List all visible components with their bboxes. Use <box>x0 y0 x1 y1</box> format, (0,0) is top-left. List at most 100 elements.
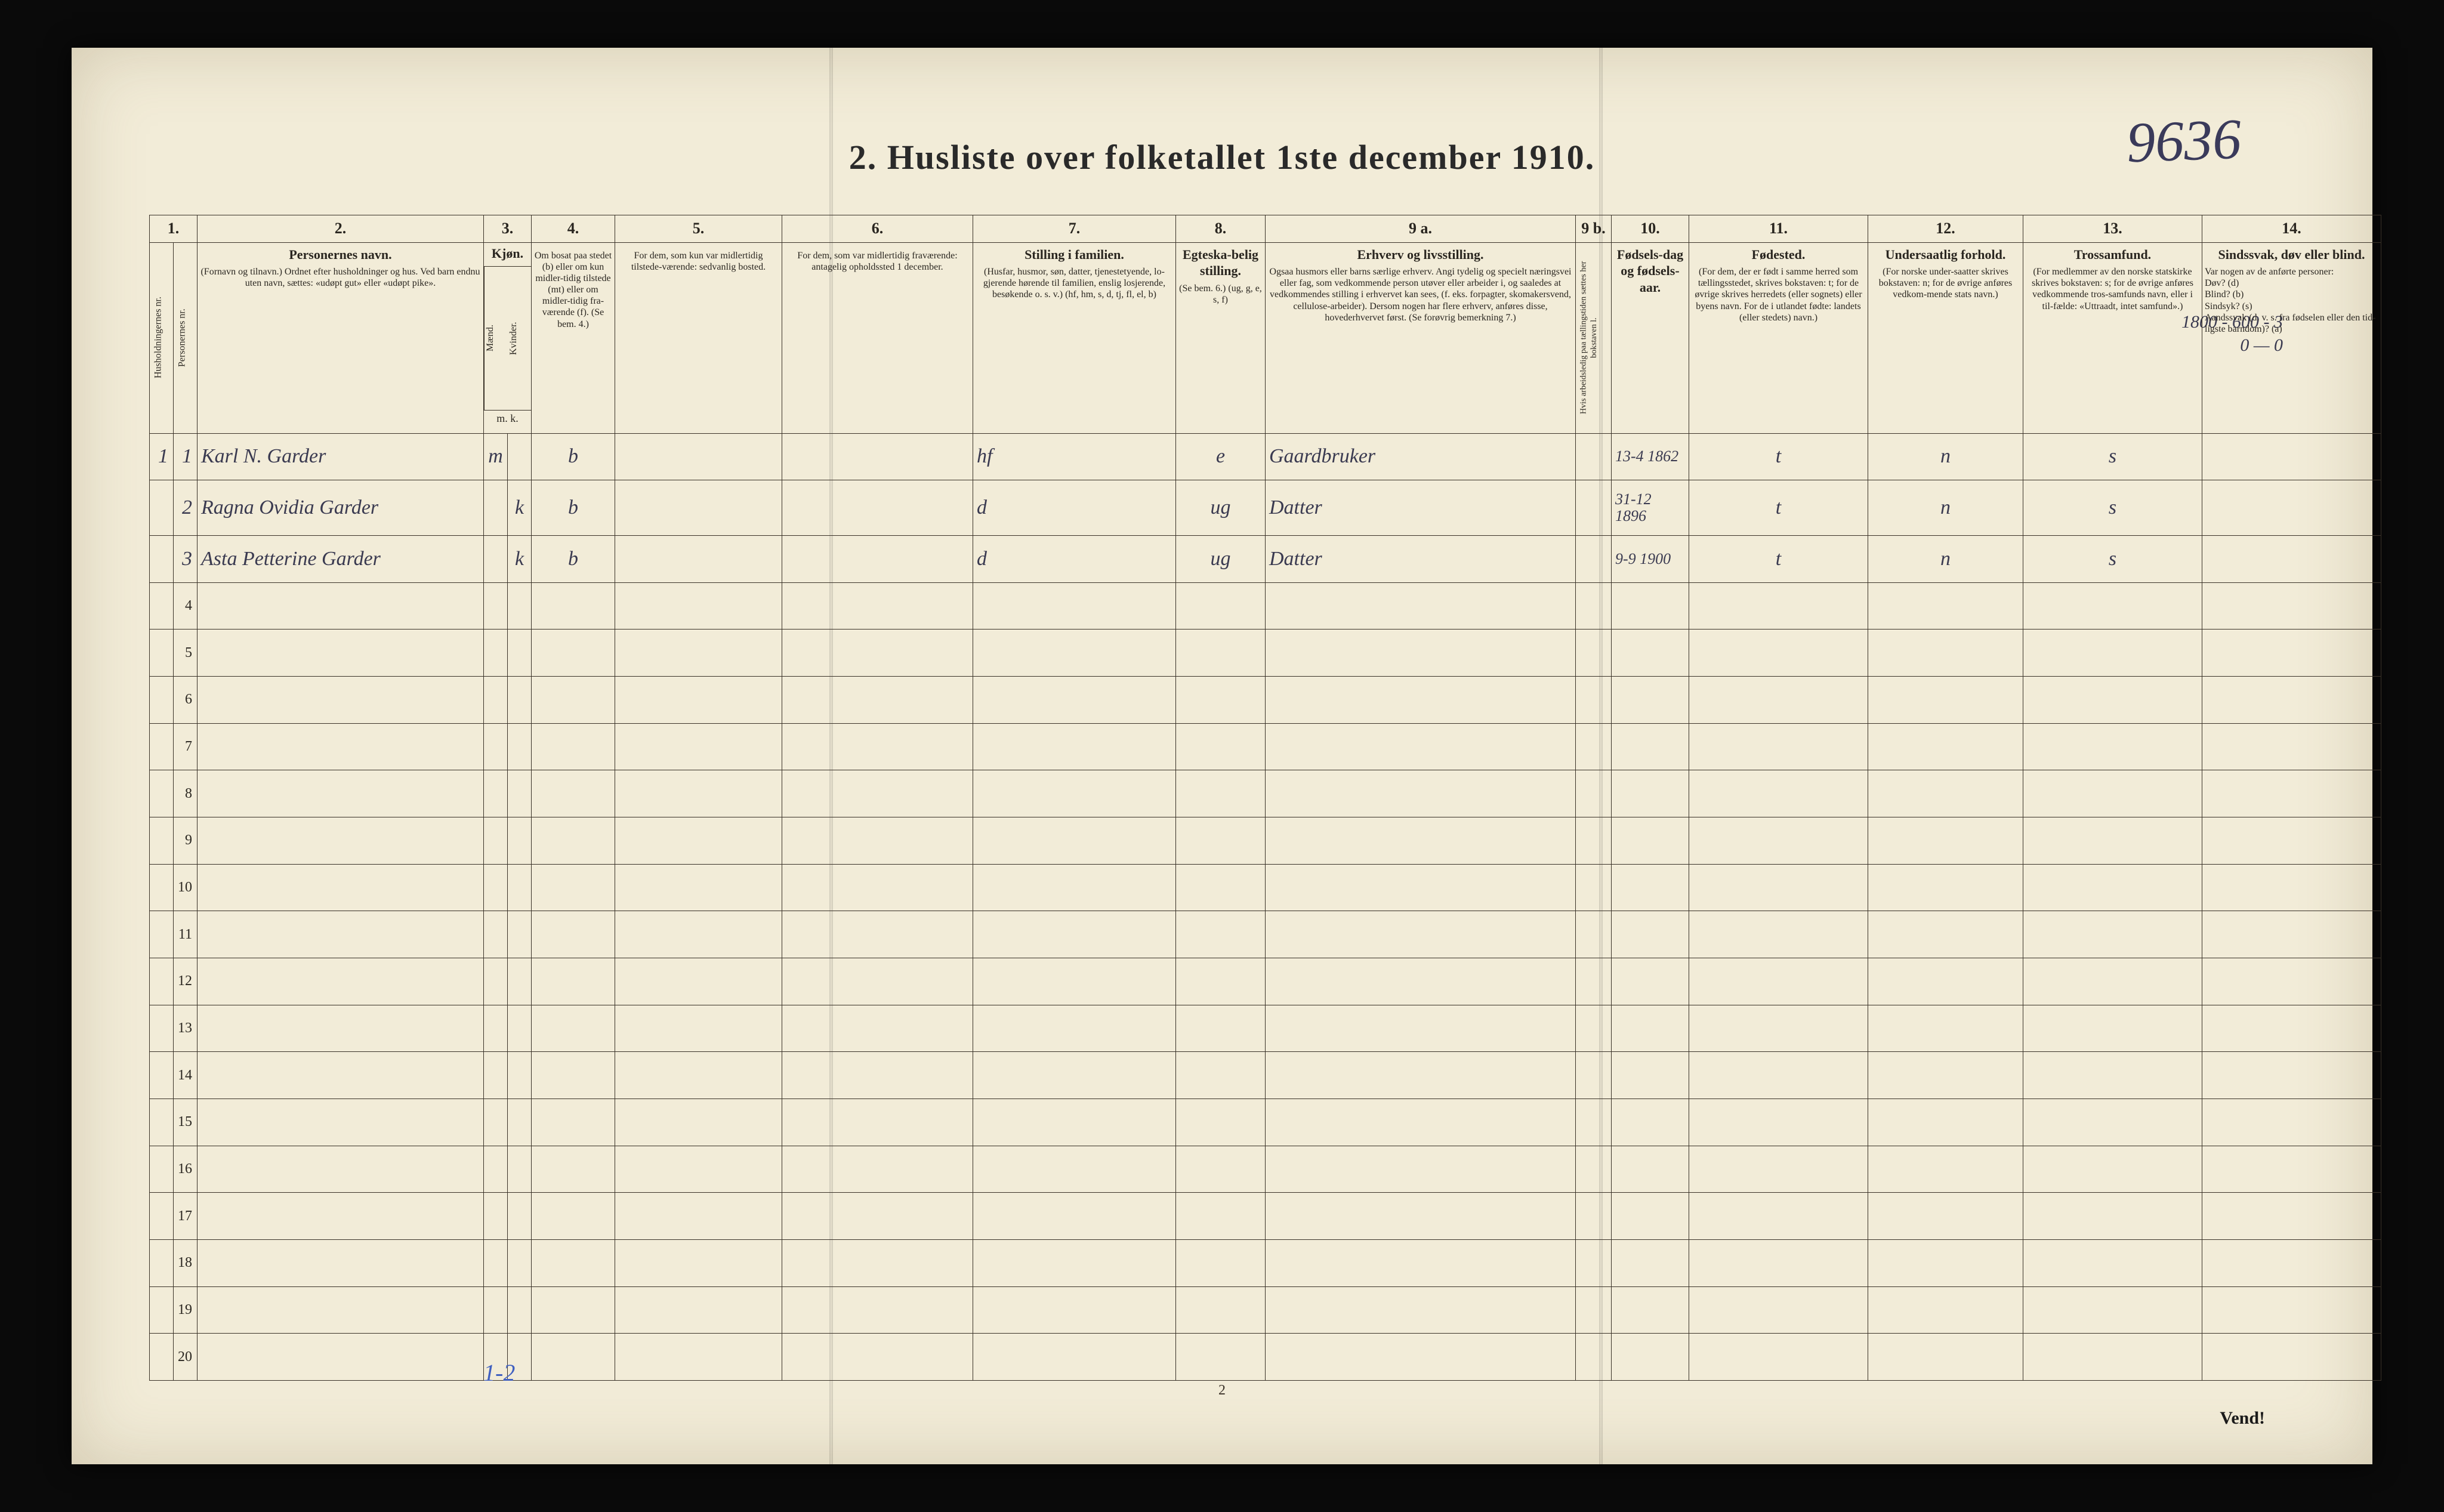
table-row: 2Ragna Ovidia GarderkbdugDatter31-12 189… <box>150 480 2381 536</box>
cell-fsted: t <box>1689 480 1868 536</box>
cell-empty <box>1689 582 1868 630</box>
cell-empty <box>782 1239 973 1286</box>
col-num: 9 a. <box>1266 215 1576 243</box>
cell-empty <box>973 630 1176 677</box>
col-header-household-nr: Husholdningernes nr. <box>150 242 174 433</box>
cell-empty <box>484 1193 508 1240</box>
cell-empty <box>198 582 484 630</box>
col-num: 8. <box>1176 215 1266 243</box>
cell-empty <box>198 1005 484 1052</box>
cell-empty <box>1612 1334 1689 1381</box>
cell-egt: e <box>1176 433 1266 480</box>
cell-empty <box>1266 1334 1576 1381</box>
table-row: 7 <box>150 723 2381 770</box>
cell-empty <box>782 1286 973 1334</box>
table-row: 19 <box>150 1286 2381 1334</box>
cell-empty <box>1266 1005 1576 1052</box>
cell-empty: 6 <box>174 677 198 724</box>
cell-empty <box>2202 911 2381 958</box>
cell-empty <box>508 1193 532 1240</box>
col-header-unemployed: Hvis arbeidsledig paa tællingstiden sætt… <box>1576 242 1612 433</box>
cell-empty <box>1266 817 1576 865</box>
cell-empty <box>484 1005 508 1052</box>
cell-erhv: Datter <box>1266 480 1576 536</box>
cell-empty <box>1612 817 1689 865</box>
cell-midl <box>615 536 782 583</box>
cell-empty <box>1689 864 1868 911</box>
cell-empty <box>973 1005 1176 1052</box>
table-row: 15 <box>150 1099 2381 1146</box>
cell-empty <box>150 958 174 1005</box>
cell-empty <box>973 864 1176 911</box>
col-num: 14. <box>2202 215 2381 243</box>
cell-empty <box>532 958 615 1005</box>
cell-empty: 15 <box>174 1099 198 1146</box>
cell-empty <box>150 630 174 677</box>
cell-empty <box>198 723 484 770</box>
cell-frav <box>782 536 973 583</box>
table-row: 16 <box>150 1146 2381 1193</box>
cell-empty <box>150 1193 174 1240</box>
cell-empty <box>1612 723 1689 770</box>
cell-empty <box>1689 1052 1868 1099</box>
cell-empty <box>508 864 532 911</box>
cell-empty <box>532 677 615 724</box>
cell-empty <box>1266 582 1576 630</box>
cell-empty <box>2202 1286 2381 1334</box>
cell-empty: 10 <box>174 864 198 911</box>
col-header-residence: Om bosat paa stedet (b) eller om kun mid… <box>532 242 615 433</box>
cell-fod: 13-4 1862 <box>1612 433 1689 480</box>
cell-empty <box>1689 1239 1868 1286</box>
cell-empty <box>1266 1052 1576 1099</box>
cell-empty <box>1576 1334 1612 1381</box>
cell-empty <box>782 1005 973 1052</box>
cell-empty <box>615 723 782 770</box>
cell-empty <box>2202 1193 2381 1240</box>
cell-empty <box>1868 864 2023 911</box>
cell-empty <box>615 1099 782 1146</box>
cell-empty <box>973 677 1176 724</box>
cell-empty <box>2023 582 2202 630</box>
cell-empty <box>782 723 973 770</box>
cell-empty <box>508 817 532 865</box>
cell-empty <box>1576 911 1612 958</box>
cell-fsted: t <box>1689 536 1868 583</box>
cell-empty <box>2023 1334 2202 1381</box>
table-row: 14 <box>150 1052 2381 1099</box>
cell-fod: 9-9 1900 <box>1612 536 1689 583</box>
cell-empty <box>782 677 973 724</box>
cell-sind <box>2202 433 2381 480</box>
col-num: 11. <box>1689 215 1868 243</box>
cell-empty <box>484 770 508 817</box>
cell-empty: 7 <box>174 723 198 770</box>
cell-empty <box>198 1239 484 1286</box>
cell-empty <box>150 864 174 911</box>
cell-empty <box>782 864 973 911</box>
cell-empty <box>615 1334 782 1381</box>
cell-pnr: 3 <box>174 536 198 583</box>
col-header-temporary: For dem, som kun var midlertidig tilsted… <box>615 242 782 433</box>
cell-empty <box>1576 723 1612 770</box>
cell-empty <box>2202 677 2381 724</box>
cell-pnr: 2 <box>174 480 198 536</box>
cell-kk <box>508 433 532 480</box>
cell-empty <box>615 1146 782 1193</box>
cell-empty <box>508 1146 532 1193</box>
cell-empty <box>508 677 532 724</box>
table-row: 12 <box>150 958 2381 1005</box>
cell-empty <box>1868 723 2023 770</box>
cell-empty <box>1612 958 1689 1005</box>
col-header-absent: For dem, som var midlertidig fraværende:… <box>782 242 973 433</box>
cell-empty <box>1689 958 1868 1005</box>
cell-empty: 9 <box>174 817 198 865</box>
cell-empty <box>1576 770 1612 817</box>
cell-empty <box>1266 1146 1576 1193</box>
cell-empty <box>615 864 782 911</box>
cell-under: n <box>1868 480 2023 536</box>
cell-empty <box>1576 677 1612 724</box>
table-row: 11 <box>150 911 2381 958</box>
cell-empty <box>2202 864 2381 911</box>
cell-empty <box>484 1052 508 1099</box>
cell-empty <box>1176 864 1266 911</box>
page-title: 2. Husliste over folketallet 1ste decemb… <box>72 137 2372 177</box>
